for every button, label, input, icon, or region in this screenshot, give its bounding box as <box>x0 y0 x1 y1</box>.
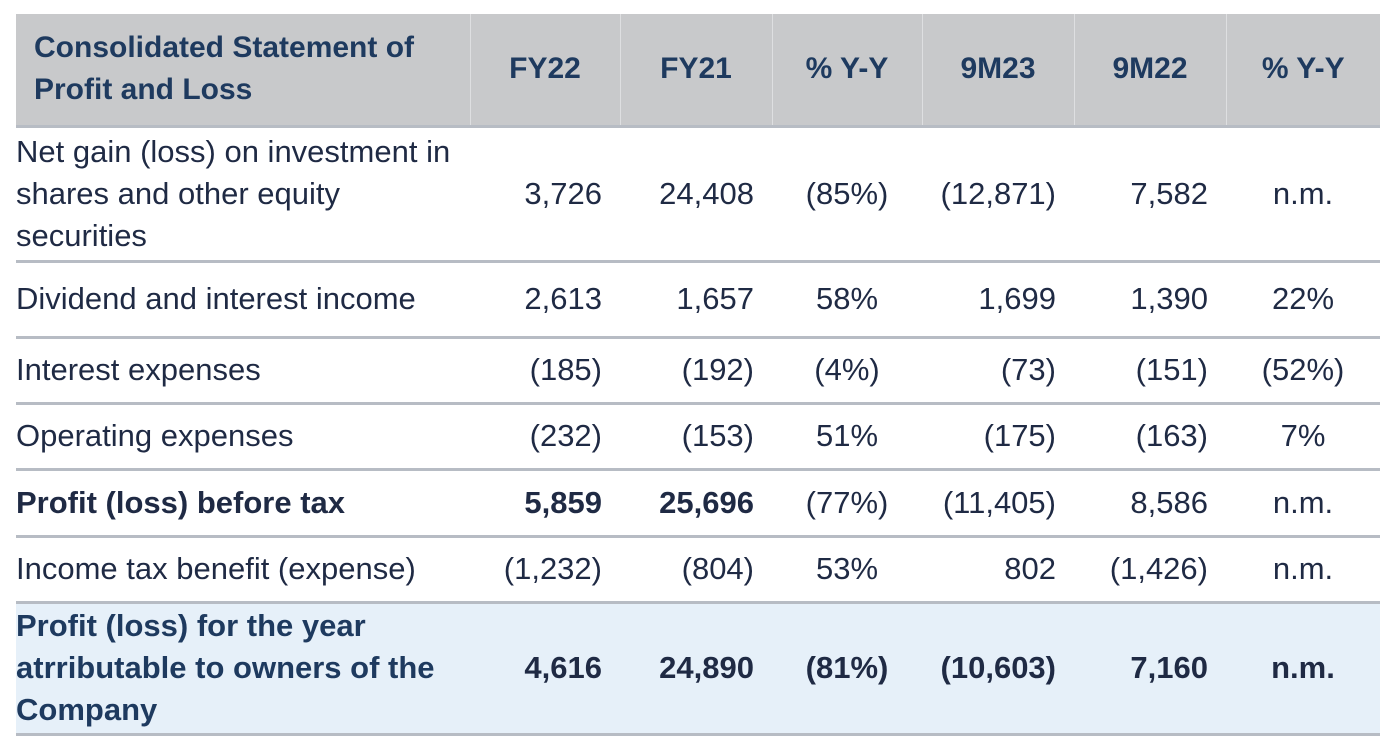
cell-value: (185) <box>470 337 620 405</box>
cell-value: n.m. <box>1226 602 1380 736</box>
table-title: Consolidated Statement of Profit and Los… <box>16 14 471 126</box>
cell-value: (175) <box>922 403 1074 471</box>
table-row: Income tax benefit (expense) (1,232) (80… <box>16 536 1380 604</box>
cell-value: 2,613 <box>470 261 620 339</box>
cell-value: (153) <box>620 403 772 471</box>
row-label: Dividend and interest income <box>16 261 470 339</box>
cell-value: (11,405) <box>922 469 1074 538</box>
cell-value: 8,586 <box>1074 469 1226 538</box>
cell-value: 24,408 <box>620 124 772 263</box>
cell-value: (77%) <box>772 469 922 538</box>
cell-value: (10,603) <box>922 602 1074 736</box>
cell-value: 5,859 <box>470 469 620 538</box>
cell-value: n.m. <box>1226 536 1380 604</box>
row-label: Operating expenses <box>16 403 470 471</box>
row-label: Interest expenses <box>16 337 470 405</box>
cell-value: 1,699 <box>922 261 1074 339</box>
cell-value: 22% <box>1226 261 1380 339</box>
pl-table: Consolidated Statement of Profit and Los… <box>16 14 1380 736</box>
cell-value: (4%) <box>772 337 922 405</box>
cell-value: (163) <box>1074 403 1226 471</box>
table-row: Operating expenses (232) (153) 51% (175)… <box>16 403 1380 471</box>
cell-value: 25,696 <box>620 469 772 538</box>
col-header-fy21: FY21 <box>620 14 773 126</box>
col-header-yoy-fy: % Y-Y <box>772 14 923 126</box>
cell-value: (81%) <box>772 602 922 736</box>
cell-value: (73) <box>922 337 1074 405</box>
cell-value: n.m. <box>1226 124 1380 263</box>
cell-value: n.m. <box>1226 469 1380 538</box>
row-label: Net gain (loss) on investment in shares … <box>16 124 470 263</box>
cell-value: (52%) <box>1226 337 1380 405</box>
cell-value: 802 <box>922 536 1074 604</box>
cell-value: 4,616 <box>470 602 620 736</box>
row-label: Profit (loss) for the year atrributable … <box>16 602 470 736</box>
cell-value: 53% <box>772 536 922 604</box>
table-header: Consolidated Statement of Profit and Los… <box>16 14 1380 126</box>
cell-value: (151) <box>1074 337 1226 405</box>
col-header-fy22: FY22 <box>470 14 621 126</box>
table-row-subtotal: Profit (loss) before tax 5,859 25,696 (7… <box>16 469 1380 538</box>
cell-value: (192) <box>620 337 772 405</box>
table-row: Dividend and interest income 2,613 1,657… <box>16 261 1380 339</box>
cell-value: 24,890 <box>620 602 772 736</box>
pl-statement: Consolidated Statement of Profit and Los… <box>16 14 1380 736</box>
row-label: Profit (loss) before tax <box>16 469 470 538</box>
cell-value: (1,426) <box>1074 536 1226 604</box>
cell-value: (1,232) <box>470 536 620 604</box>
col-header-9m22: 9M22 <box>1074 14 1227 126</box>
cell-value: 58% <box>772 261 922 339</box>
cell-value: (12,871) <box>922 124 1074 263</box>
cell-value: 7,582 <box>1074 124 1226 263</box>
cell-value: (85%) <box>772 124 922 263</box>
cell-value: 7,160 <box>1074 602 1226 736</box>
table-row: Interest expenses (185) (192) (4%) (73) … <box>16 337 1380 405</box>
cell-value: 7% <box>1226 403 1380 471</box>
cell-value: 3,726 <box>470 124 620 263</box>
row-label: Income tax benefit (expense) <box>16 536 470 604</box>
table-row-total: Profit (loss) for the year atrributable … <box>16 602 1380 736</box>
cell-value: 1,390 <box>1074 261 1226 339</box>
cell-value: (232) <box>470 403 620 471</box>
col-header-9m23: 9M23 <box>922 14 1075 126</box>
table-row: Net gain (loss) on investment in shares … <box>16 124 1380 263</box>
col-header-yoy-9m: % Y-Y <box>1261 52 1345 86</box>
cell-value: 51% <box>772 403 922 471</box>
cell-value: (804) <box>620 536 772 604</box>
cell-value: 1,657 <box>620 261 772 339</box>
